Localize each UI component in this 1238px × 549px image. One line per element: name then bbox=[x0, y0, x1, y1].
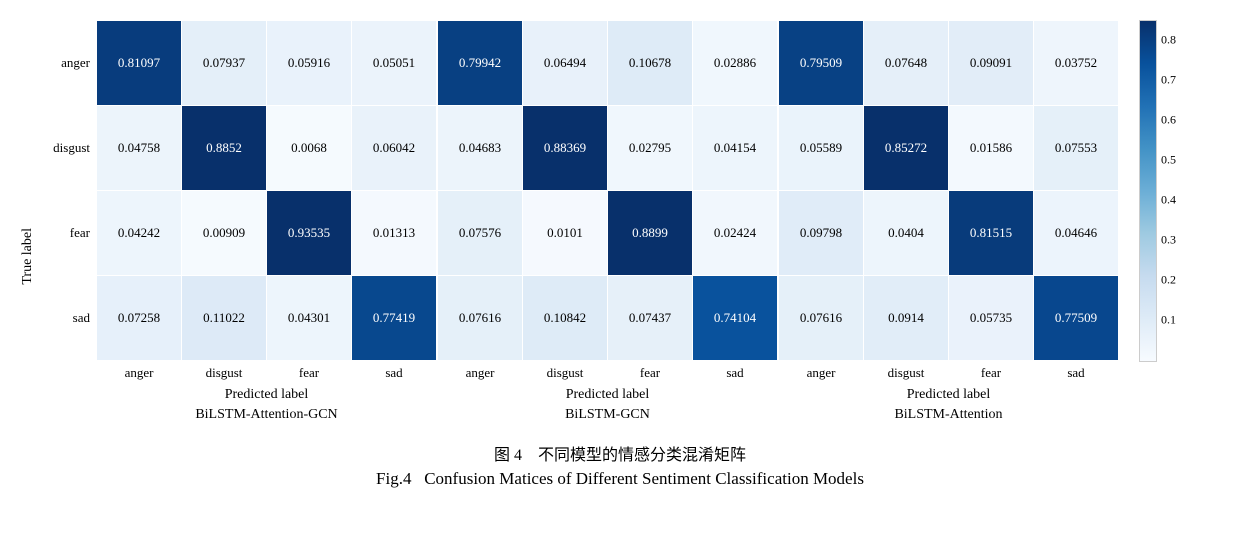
matrix-cell: 0.8852 bbox=[182, 106, 267, 191]
matrix-cell: 0.07937 bbox=[182, 21, 267, 106]
matrix-cell: 0.04683 bbox=[438, 106, 523, 191]
matrix-cell: 0.05916 bbox=[267, 21, 352, 106]
x-axis-label: Predicted label bbox=[225, 387, 309, 403]
figure-captions: 图 4 不同模型的情感分类混淆矩阵 Fig.4 Confusion Matice… bbox=[20, 441, 1220, 489]
x-tick-label: fear bbox=[608, 365, 693, 381]
confusion-matrix: 0.795090.076480.090910.03752 0.055890.852… bbox=[778, 20, 1119, 361]
confusion-matrix-figure: True label angerdisgustfearsad 0.810970.… bbox=[20, 20, 1220, 489]
model-name-label: BiLSTM-GCN bbox=[565, 407, 650, 423]
matrix-cell: 0.07553 bbox=[1034, 106, 1119, 191]
matrix-cell: 0.93535 bbox=[267, 191, 352, 276]
x-tick-label: fear bbox=[949, 365, 1034, 381]
colorbar-tick-label: 0.8 bbox=[1161, 33, 1176, 48]
matrix-cell: 0.79509 bbox=[779, 21, 864, 106]
matrix-cell: 0.04646 bbox=[1034, 191, 1119, 276]
plot-row: True label angerdisgustfearsad 0.810970.… bbox=[20, 20, 1220, 423]
matrix-cell: 0.07648 bbox=[864, 21, 949, 106]
matrix-cell: 0.05735 bbox=[949, 276, 1034, 361]
matrix-cell: 0.77419 bbox=[352, 276, 437, 361]
model-name-label: BiLSTM-Attention-GCN bbox=[195, 407, 337, 423]
x-tick-labels: angerdisgustfearsad bbox=[438, 365, 778, 381]
x-tick-label: anger bbox=[779, 365, 864, 381]
matrix-cell: 0.01586 bbox=[949, 106, 1034, 191]
colorbar: 0.10.20.30.40.50.60.70.8 bbox=[1139, 20, 1161, 362]
y-tick-label: fear bbox=[40, 190, 90, 275]
matrix-cell: 0.10842 bbox=[523, 276, 608, 361]
confusion-matrix: 0.799420.064940.106780.02886 0.046830.883… bbox=[437, 20, 778, 361]
matrix-cell: 0.07258 bbox=[97, 276, 182, 361]
matrix-cell: 0.04301 bbox=[267, 276, 352, 361]
colorbar-tick-label: 0.6 bbox=[1161, 113, 1176, 128]
matrix-cell: 0.10678 bbox=[608, 21, 693, 106]
colorbar-gradient bbox=[1139, 20, 1157, 362]
matrix-cell: 0.06042 bbox=[352, 106, 437, 191]
matrix-cell: 0.77509 bbox=[1034, 276, 1119, 361]
matrix-cell: 0.09091 bbox=[949, 21, 1034, 106]
matrix-cell: 0.81097 bbox=[97, 21, 182, 106]
matrix-cell: 0.07616 bbox=[438, 276, 523, 361]
matrix-cell: 0.74104 bbox=[693, 276, 778, 361]
y-axis-label: True label bbox=[20, 158, 36, 285]
y-tick-label: disgust bbox=[40, 105, 90, 190]
caption-en-text: Confusion Matices of Different Sentiment… bbox=[424, 469, 864, 488]
colorbar-tick-label: 0.1 bbox=[1161, 313, 1176, 328]
matrix-cell: 0.01313 bbox=[352, 191, 437, 276]
y-tick-label: sad bbox=[40, 275, 90, 360]
matrix-block: 0.810970.079370.059160.05051 0.047580.885… bbox=[96, 20, 437, 423]
matrix-cell: 0.04758 bbox=[97, 106, 182, 191]
matrix-cell: 0.0404 bbox=[864, 191, 949, 276]
colorbar-tick-label: 0.5 bbox=[1161, 153, 1176, 168]
matrix-cell: 0.11022 bbox=[182, 276, 267, 361]
y-tick-label: anger bbox=[40, 20, 90, 105]
x-tick-labels: angerdisgustfearsad bbox=[97, 365, 437, 381]
x-tick-label: disgust bbox=[864, 365, 949, 381]
x-tick-labels: angerdisgustfearsad bbox=[779, 365, 1119, 381]
x-tick-label: disgust bbox=[523, 365, 608, 381]
matrix-block: 0.795090.076480.090910.03752 0.055890.852… bbox=[778, 20, 1119, 423]
matrix-cell: 0.00909 bbox=[182, 191, 267, 276]
y-tick-labels: angerdisgustfearsad bbox=[40, 20, 96, 360]
colorbar-tick-label: 0.2 bbox=[1161, 273, 1176, 288]
matrix-cell: 0.03752 bbox=[1034, 21, 1119, 106]
matrix-cell: 0.81515 bbox=[949, 191, 1034, 276]
matrix-cell: 0.0101 bbox=[523, 191, 608, 276]
x-tick-label: fear bbox=[267, 365, 352, 381]
matrix-cell: 0.02424 bbox=[693, 191, 778, 276]
matrix-cell: 0.88369 bbox=[523, 106, 608, 191]
heatmap-matrices: 0.810970.079370.059160.05051 0.047580.885… bbox=[96, 20, 1119, 423]
matrix-cell: 0.06494 bbox=[523, 21, 608, 106]
matrix-cell: 0.04242 bbox=[97, 191, 182, 276]
matrix-cell: 0.05589 bbox=[779, 106, 864, 191]
colorbar-tick-label: 0.3 bbox=[1161, 233, 1176, 248]
matrix-cell: 0.05051 bbox=[352, 21, 437, 106]
matrix-cell: 0.8899 bbox=[608, 191, 693, 276]
caption-chinese: 图 4 不同模型的情感分类混淆矩阵 bbox=[20, 441, 1220, 465]
matrix-cell: 0.02795 bbox=[608, 106, 693, 191]
x-axis-label: Predicted label bbox=[907, 387, 991, 403]
confusion-matrix: 0.810970.079370.059160.05051 0.047580.885… bbox=[96, 20, 437, 361]
matrix-cell: 0.07437 bbox=[608, 276, 693, 361]
x-tick-label: sad bbox=[1034, 365, 1119, 381]
x-tick-label: sad bbox=[352, 365, 437, 381]
matrix-cell: 0.0914 bbox=[864, 276, 949, 361]
matrix-cell: 0.85272 bbox=[864, 106, 949, 191]
matrix-cell: 0.07576 bbox=[438, 191, 523, 276]
matrix-cell: 0.04154 bbox=[693, 106, 778, 191]
x-axis-label: Predicted label bbox=[566, 387, 650, 403]
matrix-cell: 0.0068 bbox=[267, 106, 352, 191]
matrix-cell: 0.02886 bbox=[693, 21, 778, 106]
matrix-block: 0.799420.064940.106780.02886 0.046830.883… bbox=[437, 20, 778, 423]
colorbar-tick-label: 0.7 bbox=[1161, 73, 1176, 88]
matrix-cell: 0.09798 bbox=[779, 191, 864, 276]
x-tick-label: disgust bbox=[182, 365, 267, 381]
caption-en-label: Fig.4 bbox=[376, 469, 411, 488]
caption-english: Fig.4 Confusion Matices of Different Sen… bbox=[20, 469, 1220, 489]
x-tick-label: anger bbox=[438, 365, 523, 381]
model-name-label: BiLSTM-Attention bbox=[894, 407, 1002, 423]
matrix-cell: 0.07616 bbox=[779, 276, 864, 361]
colorbar-tick-label: 0.4 bbox=[1161, 193, 1176, 208]
matrix-cell: 0.79942 bbox=[438, 21, 523, 106]
x-tick-label: sad bbox=[693, 365, 778, 381]
x-tick-label: anger bbox=[97, 365, 182, 381]
